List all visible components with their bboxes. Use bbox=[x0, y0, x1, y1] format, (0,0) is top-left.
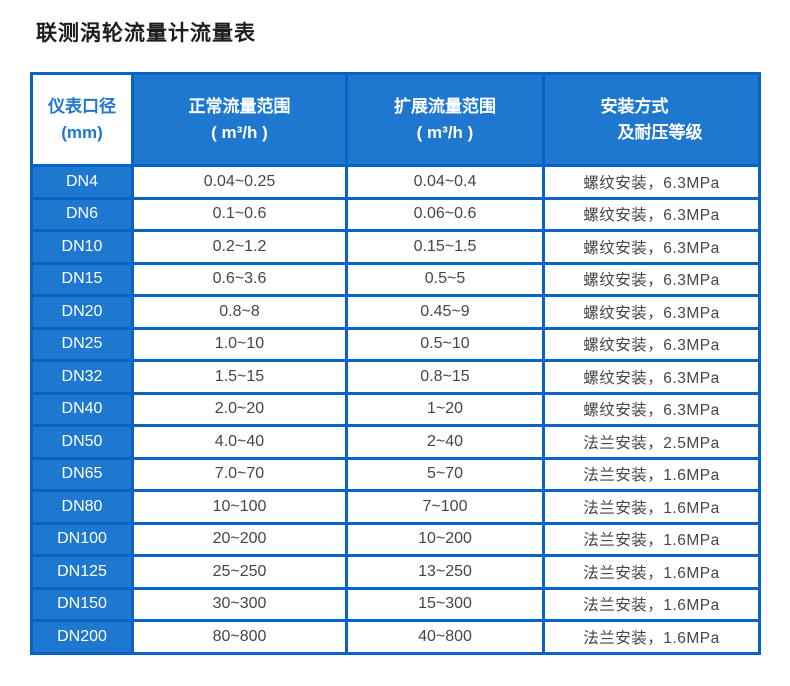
installation-cell: 螺纹安装，6.3MPa bbox=[542, 326, 761, 362]
diameter-cell: DN32 bbox=[30, 359, 134, 395]
normal-range-cell: 7.0~70 bbox=[131, 456, 348, 492]
header-installation: 安装方式 及耐压等级 bbox=[542, 72, 761, 167]
installation-cell: 法兰安装，1.6MPa bbox=[542, 586, 761, 622]
table-row: DN10 0.2~1.2 0.15~1.5 螺纹安装，6.3MPa bbox=[30, 229, 761, 265]
header-extended-range: 扩展流量范围 ( m³/h ) bbox=[345, 72, 545, 167]
header-diameter-line1: 仪表口径 bbox=[48, 96, 116, 116]
diameter-cell: DN200 bbox=[30, 619, 134, 655]
header-normal-range-line1: 正常流量范围 bbox=[188, 96, 291, 116]
normal-range-cell: 80~800 bbox=[131, 619, 348, 655]
normal-range-cell: 0.2~1.2 bbox=[131, 229, 348, 265]
normal-range-cell: 2.0~20 bbox=[131, 391, 348, 427]
normal-range-cell: 10~100 bbox=[131, 489, 348, 525]
header-diameter: 仪表口径 (mm) bbox=[30, 72, 134, 167]
header-row: 仪表口径 (mm) 正常流量范围 ( m³/h ) 扩展流量范围 ( m³/h … bbox=[30, 72, 761, 167]
table-row: DN50 4.0~40 2~40 法兰安装，2.5MPa bbox=[30, 424, 761, 460]
table-row: DN4 0.04~0.25 0.04~0.4 螺纹安装，6.3MPa bbox=[30, 164, 761, 200]
diameter-cell: DN4 bbox=[30, 164, 134, 200]
header-installation-line2: 及耐压等级 bbox=[617, 122, 703, 142]
table-row: DN125 25~250 13~250 法兰安装，1.6MPa bbox=[30, 554, 761, 590]
diameter-cell: DN150 bbox=[30, 586, 134, 622]
normal-range-cell: 25~250 bbox=[131, 554, 348, 590]
table-row: DN6 0.1~0.6 0.06~0.6 螺纹安装，6.3MPa bbox=[30, 196, 761, 232]
extended-range-cell: 7~100 bbox=[345, 489, 545, 525]
extended-range-cell: 2~40 bbox=[345, 424, 545, 460]
installation-cell: 法兰安装，1.6MPa bbox=[542, 456, 761, 492]
header-installation-line1: 安装方式 bbox=[600, 96, 669, 116]
installation-cell: 螺纹安装，6.3MPa bbox=[542, 261, 761, 297]
installation-cell: 法兰安装，1.6MPa bbox=[542, 521, 761, 557]
installation-cell: 螺纹安装，6.3MPa bbox=[542, 359, 761, 395]
extended-range-cell: 40~800 bbox=[345, 619, 545, 655]
normal-range-cell: 0.8~8 bbox=[131, 294, 348, 330]
header-normal-range-line2: ( m³/h ) bbox=[211, 122, 268, 142]
table-row: DN80 10~100 7~100 法兰安装，1.6MPa bbox=[30, 489, 761, 525]
normal-range-cell: 0.04~0.25 bbox=[131, 164, 348, 200]
table-row: DN32 1.5~15 0.8~15 螺纹安装，6.3MPa bbox=[30, 359, 761, 395]
diameter-cell: DN50 bbox=[30, 424, 134, 460]
extended-range-cell: 0.06~0.6 bbox=[345, 196, 545, 232]
installation-cell: 法兰安装，2.5MPa bbox=[542, 424, 761, 460]
extended-range-cell: 0.5~5 bbox=[345, 261, 545, 297]
header-normal-range: 正常流量范围 ( m³/h ) bbox=[131, 72, 348, 167]
diameter-cell: DN15 bbox=[30, 261, 134, 297]
installation-cell: 螺纹安装，6.3MPa bbox=[542, 391, 761, 427]
extended-range-cell: 13~250 bbox=[345, 554, 545, 590]
header-extended-range-line2: ( m³/h ) bbox=[416, 122, 474, 142]
flow-rate-table: 仪表口径 (mm) 正常流量范围 ( m³/h ) 扩展流量范围 ( m³/h … bbox=[30, 72, 761, 655]
diameter-cell: DN100 bbox=[30, 521, 134, 557]
table-row: DN15 0.6~3.6 0.5~5 螺纹安装，6.3MPa bbox=[30, 261, 761, 297]
extended-range-cell: 0.45~9 bbox=[345, 294, 545, 330]
installation-cell: 法兰安装，1.6MPa bbox=[542, 489, 761, 525]
installation-cell: 螺纹安装，6.3MPa bbox=[542, 229, 761, 265]
page-title: 联测涡轮流量计流量表 bbox=[36, 22, 256, 45]
normal-range-cell: 1.5~15 bbox=[131, 359, 348, 395]
normal-range-cell: 0.6~3.6 bbox=[131, 261, 348, 297]
extended-range-cell: 0.04~0.4 bbox=[345, 164, 545, 200]
diameter-cell: DN20 bbox=[30, 294, 134, 330]
table-row: DN40 2.0~20 1~20 螺纹安装，6.3MPa bbox=[30, 391, 761, 427]
diameter-cell: DN40 bbox=[30, 391, 134, 427]
table-row: DN200 80~800 40~800 法兰安装，1.6MPa bbox=[30, 619, 761, 655]
diameter-cell: DN25 bbox=[30, 326, 134, 362]
normal-range-cell: 30~300 bbox=[131, 586, 348, 622]
normal-range-cell: 0.1~0.6 bbox=[131, 196, 348, 232]
normal-range-cell: 1.0~10 bbox=[131, 326, 348, 362]
extended-range-cell: 0.15~1.5 bbox=[345, 229, 545, 265]
table-row: DN65 7.0~70 5~70 法兰安装，1.6MPa bbox=[30, 456, 761, 492]
extended-range-cell: 0.5~10 bbox=[345, 326, 545, 362]
diameter-cell: DN125 bbox=[30, 554, 134, 590]
installation-cell: 螺纹安装，6.3MPa bbox=[542, 196, 761, 232]
diameter-cell: DN65 bbox=[30, 456, 134, 492]
diameter-cell: DN80 bbox=[30, 489, 134, 525]
diameter-cell: DN10 bbox=[30, 229, 134, 265]
diameter-cell: DN6 bbox=[30, 196, 134, 232]
table-row: DN100 20~200 10~200 法兰安装，1.6MPa bbox=[30, 521, 761, 557]
extended-range-cell: 15~300 bbox=[345, 586, 545, 622]
normal-range-cell: 20~200 bbox=[131, 521, 348, 557]
header-extended-range-line1: 扩展流量范围 bbox=[394, 96, 496, 116]
normal-range-cell: 4.0~40 bbox=[131, 424, 348, 460]
extended-range-cell: 5~70 bbox=[345, 456, 545, 492]
extended-range-cell: 0.8~15 bbox=[345, 359, 545, 395]
extended-range-cell: 1~20 bbox=[345, 391, 545, 427]
header-installation-block: 安装方式 及耐压等级 bbox=[601, 94, 703, 146]
table-row: DN25 1.0~10 0.5~10 螺纹安装，6.3MPa bbox=[30, 326, 761, 362]
installation-cell: 法兰安装，1.6MPa bbox=[542, 619, 761, 655]
header-diameter-line2: (mm) bbox=[61, 122, 103, 142]
installation-cell: 法兰安装，1.6MPa bbox=[542, 554, 761, 590]
table-row: DN20 0.8~8 0.45~9 螺纹安装，6.3MPa bbox=[30, 294, 761, 330]
installation-cell: 螺纹安装，6.3MPa bbox=[542, 164, 761, 200]
table-row: DN150 30~300 15~300 法兰安装，1.6MPa bbox=[30, 586, 761, 622]
installation-cell: 螺纹安装，6.3MPa bbox=[542, 294, 761, 330]
extended-range-cell: 10~200 bbox=[345, 521, 545, 557]
